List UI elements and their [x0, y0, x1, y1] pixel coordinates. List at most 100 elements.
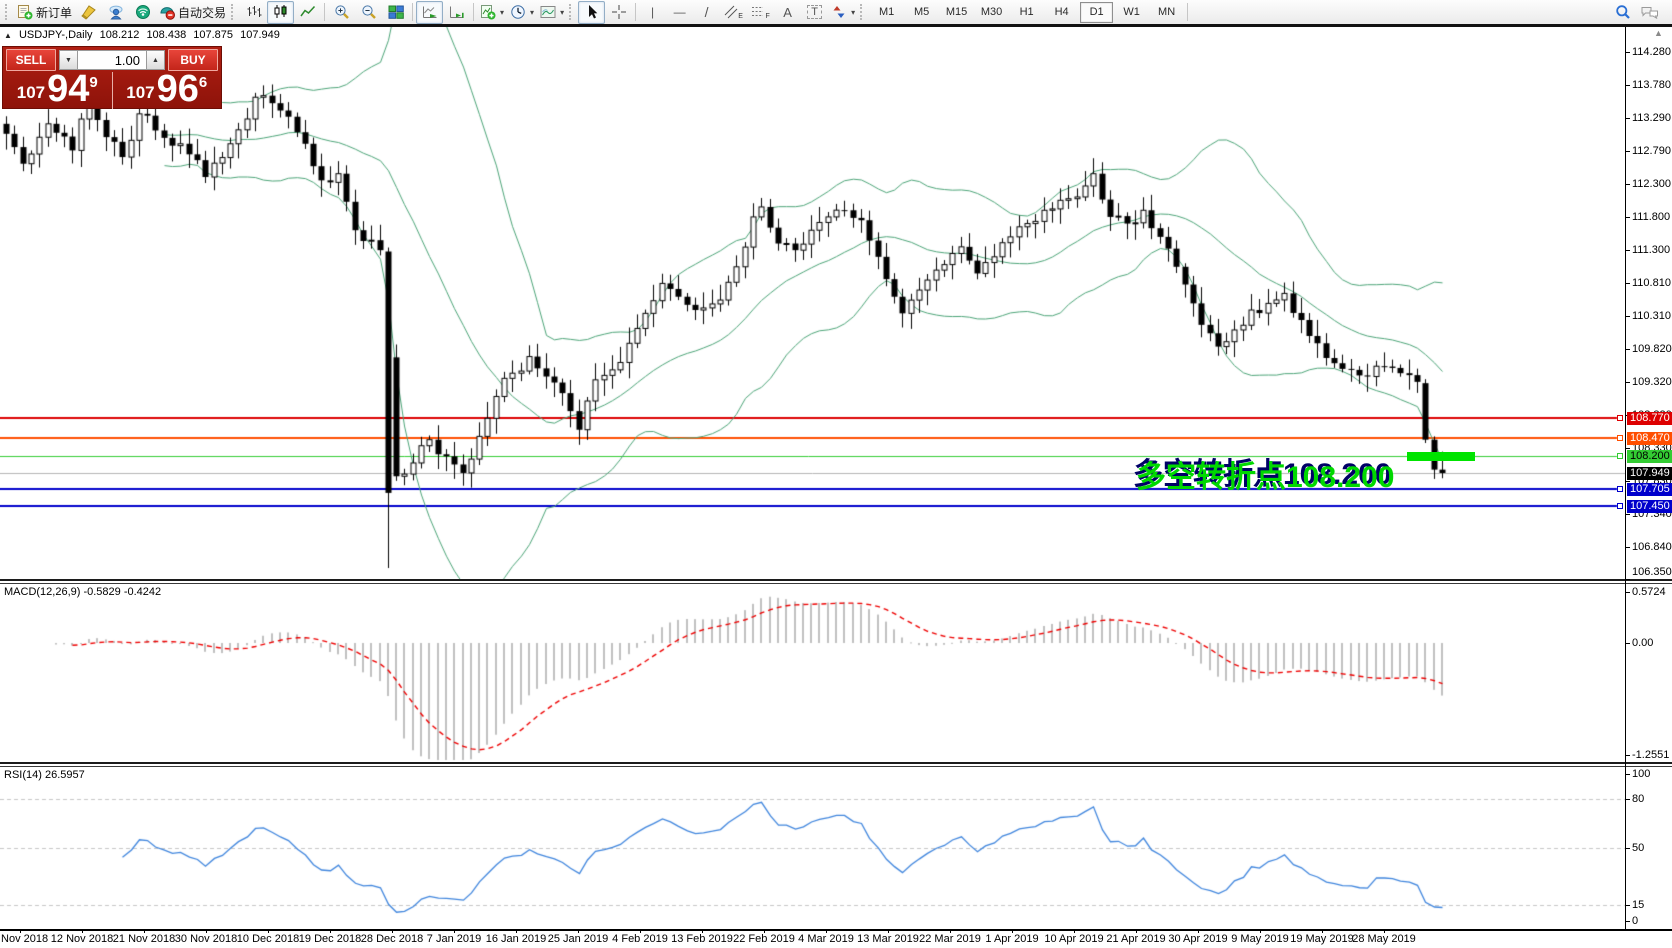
bar-chart-button[interactable]: [240, 1, 267, 24]
rsi-pane-canvas[interactable]: [0, 767, 1625, 929]
sell-price[interactable]: 107 94 9: [3, 70, 113, 109]
sell-button[interactable]: SELL: [6, 49, 56, 71]
horizontal-line-button[interactable]: —: [666, 1, 693, 24]
volume-stepper: ▼ 1.00 ▲: [59, 50, 165, 70]
autotrading-label: 自动交易: [178, 5, 227, 20]
date-tick-mark: [1260, 929, 1261, 933]
autotrading-button[interactable]: 自动交易: [156, 1, 229, 24]
text-label-icon: T: [807, 5, 822, 19]
chat-icon: [1641, 7, 1658, 19]
scroll-up-icon[interactable]: ▲: [1654, 28, 1663, 38]
level-line-anchor[interactable]: [1617, 415, 1623, 421]
date-tick-mark: [1322, 929, 1323, 933]
buy-button[interactable]: BUY: [168, 49, 218, 71]
timeframe-h1[interactable]: H1: [1019, 6, 1034, 18]
macd-axis-max: 0.5724: [1632, 586, 1666, 598]
timeframe-m15[interactable]: M15: [945, 6, 968, 18]
auto-scroll-button[interactable]: [416, 0, 444, 24]
date-tick-mark: [578, 929, 579, 933]
search-button[interactable]: [1609, 1, 1636, 24]
rsi-axis-0: 0: [1632, 915, 1639, 927]
timeframe-m1[interactable]: M1: [878, 6, 895, 18]
collapse-panel-icon[interactable]: ▲: [4, 31, 12, 40]
toolbar-grip[interactable]: [231, 4, 236, 20]
cursor-button[interactable]: [578, 0, 606, 24]
macd-pane-canvas[interactable]: [0, 584, 1625, 762]
zoom-out-button[interactable]: [355, 1, 382, 24]
channel-button[interactable]: E: [720, 1, 747, 24]
toolbar-separator: [473, 3, 475, 21]
arrows-button[interactable]: ▾: [828, 1, 858, 24]
volume-increase-button[interactable]: ▲: [146, 50, 165, 70]
level-line-anchor[interactable]: [1617, 435, 1623, 441]
signals-button[interactable]: [129, 1, 156, 24]
high-value: 108.438: [146, 29, 187, 41]
date-tick-mark: [392, 929, 393, 933]
crosshair-button[interactable]: [605, 1, 632, 24]
community-button[interactable]: [102, 1, 129, 24]
date-tick-mark: [826, 929, 827, 933]
rsi-axis-80: 80: [1632, 793, 1645, 806]
rsi-axis-15: 15: [1632, 898, 1645, 911]
line-chart-button[interactable]: [294, 1, 321, 24]
price-tick-mark: [1625, 184, 1630, 185]
channel-icon: [724, 5, 738, 19]
volume-input[interactable]: 1.00: [78, 50, 146, 70]
market-button[interactable]: [75, 1, 102, 24]
date-tick-mark: [144, 929, 145, 933]
candlestick-icon: [274, 5, 287, 18]
level-line-anchor[interactable]: [1617, 503, 1623, 509]
new-order-button[interactable]: 新订单: [14, 1, 75, 24]
price-tick-mark: [1625, 382, 1630, 383]
buy-price-handle: 107: [126, 83, 155, 102]
timeframe-m5[interactable]: M5: [913, 6, 930, 18]
pane-splitter[interactable]: [0, 762, 1672, 767]
indicator-tick-mark: [1625, 774, 1630, 775]
highlight-trend-segment[interactable]: [1407, 452, 1475, 461]
chart-annotation-text[interactable]: 多空转折点108.200: [1136, 461, 1395, 494]
chat-button[interactable]: [1636, 1, 1663, 24]
text-label-button[interactable]: T: [801, 1, 828, 24]
arrows-icon: [833, 6, 845, 18]
date-tick-label: 28 Dec 2018: [360, 933, 424, 945]
buy-price[interactable]: 107 96 6: [113, 70, 222, 109]
toolbar-grip[interactable]: [569, 4, 574, 20]
level-line-anchor[interactable]: [1617, 453, 1623, 459]
templates-button[interactable]: ▾: [537, 1, 567, 24]
zoom-in-icon: [334, 5, 349, 19]
indicators-button[interactable]: ▾: [477, 1, 507, 24]
toolbar-separator: [324, 3, 326, 21]
candlestick-chart-button[interactable]: [267, 0, 295, 24]
toolbar-grip[interactable]: [860, 4, 865, 20]
chart-shift-button[interactable]: [443, 1, 470, 24]
vertical-line-button[interactable]: |: [639, 1, 666, 24]
level-line-anchor[interactable]: [1617, 486, 1623, 492]
price-badge-108.470: 108.470: [1627, 432, 1672, 445]
timeframe-mn[interactable]: MN: [1158, 6, 1176, 18]
trendline-button[interactable]: /: [693, 1, 720, 24]
main-chart-canvas[interactable]: [0, 27, 1625, 579]
new-order-icon: [18, 5, 33, 20]
price-tick-label: 111.800: [1632, 210, 1671, 223]
timeframe-w1[interactable]: W1: [1123, 6, 1140, 18]
timeframe-d1[interactable]: D1: [1080, 1, 1114, 23]
tile-windows-button[interactable]: [382, 1, 409, 24]
date-tick-label: 2 Nov 2018: [0, 933, 49, 945]
zoom-in-button[interactable]: [328, 1, 355, 24]
dropdown-arrow-icon: ▾: [530, 7, 535, 17]
fibonacci-button[interactable]: F: [747, 1, 774, 24]
sell-price-pip: 9: [89, 73, 98, 91]
price-badge-108.200: 108.200: [1627, 450, 1672, 463]
signal-icon: [135, 5, 150, 19]
trendline-icon: /: [704, 4, 709, 20]
timeframe-h4[interactable]: H4: [1054, 6, 1069, 18]
toolbar-grip[interactable]: [5, 4, 10, 20]
periods-button[interactable]: ▾: [507, 1, 537, 24]
volume-decrease-button[interactable]: ▼: [59, 50, 78, 70]
pane-splitter[interactable]: [0, 579, 1672, 584]
timeframe-m30[interactable]: M30: [980, 6, 1003, 18]
low-value: 107.875: [193, 29, 234, 41]
text-button[interactable]: A: [774, 1, 801, 24]
